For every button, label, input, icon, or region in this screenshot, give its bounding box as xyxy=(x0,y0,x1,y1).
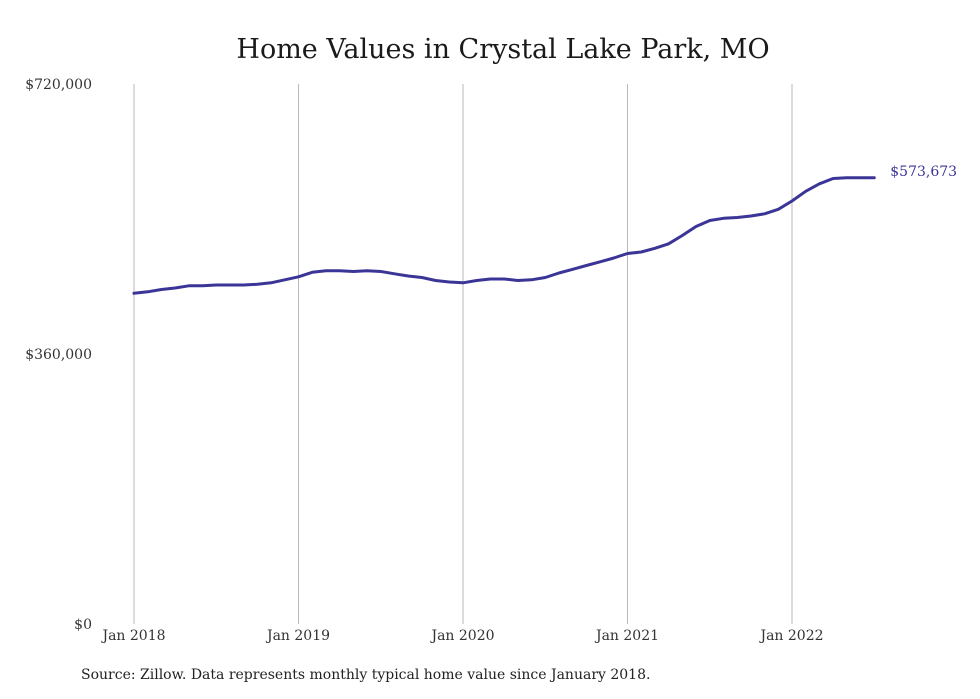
x-tick-label: Jan 2020 xyxy=(429,628,494,644)
y-axis: $0 $360,000 $720,000 xyxy=(25,77,92,633)
series-line xyxy=(132,176,876,295)
x-tick-label: Jan 2019 xyxy=(265,628,330,644)
x-tick-label: Jan 2018 xyxy=(100,628,165,644)
y-tick-label: $720,000 xyxy=(25,77,92,93)
y-tick-label: $360,000 xyxy=(25,347,92,363)
end-value-label: $573,673 xyxy=(890,164,957,180)
grid-layer xyxy=(133,84,793,624)
source-note: Source: Zillow. Data represents monthly … xyxy=(81,667,651,683)
x-tick-label: Jan 2021 xyxy=(594,628,659,644)
x-axis: Jan 2018 Jan 2019 Jan 2020 Jan 2021 Jan 2022 xyxy=(100,628,823,644)
x-tick-label: Jan 2022 xyxy=(758,628,823,644)
series-layer: $573,673 xyxy=(132,164,957,295)
chart-title: Home Values in Crystal Lake Park, MO xyxy=(236,34,769,65)
y-tick-label: $0 xyxy=(74,617,92,633)
line-chart: Home Values in Crystal Lake Park, MO $0$… xyxy=(25,34,957,644)
